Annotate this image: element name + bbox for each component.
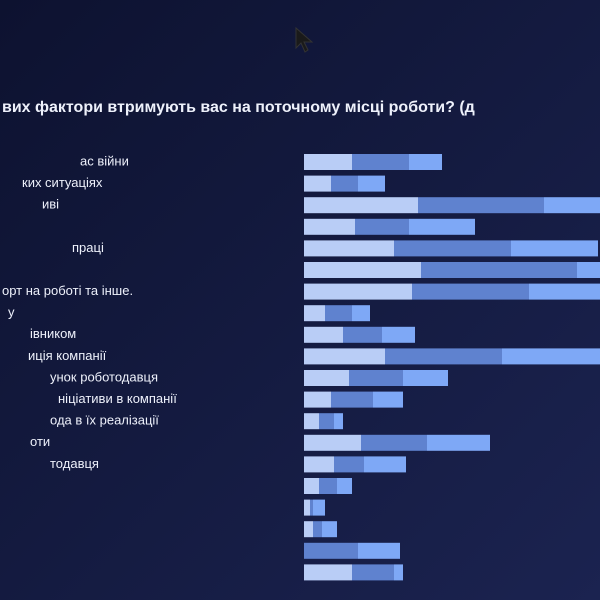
bar-segment [313,499,325,516]
bar-segment [412,283,529,300]
bar-segment [304,175,331,192]
bar-segment [529,283,600,300]
bar-segment [304,521,313,538]
bar-segment [577,262,600,278]
bar-segment [304,434,361,451]
bar-segment [325,305,352,322]
bar-segment [304,456,334,473]
bar-segment [304,348,385,365]
category-label: тодавця [50,456,99,471]
chart-title: вих фактори втримують вас на поточному м… [2,99,475,116]
bar-segment [304,283,412,300]
bar-segment [304,218,355,235]
bar-segment [331,391,373,408]
bar-segment [352,154,409,170]
bar-segment [355,218,409,235]
bar-segment [304,197,418,214]
bar-segment [394,240,511,257]
bar-segment [322,521,337,538]
bar-segment [304,391,331,408]
bar-segment [304,499,310,516]
bar-segment [304,564,352,581]
bar-segment [352,305,370,322]
category-label: ода в їх реалізації [50,413,159,428]
bar-segment [304,305,325,322]
bar-segment [385,348,502,365]
category-label: праці [72,240,104,255]
bar-segment [544,197,600,214]
bar-segment [319,478,337,494]
bar-segment [382,326,415,343]
category-label: орт на роботі та інше. [2,283,133,298]
bar-segment [304,413,319,430]
bar-segment [304,542,358,559]
bar-segment [409,218,475,235]
bar-segment [331,175,358,192]
bar-segment [373,391,403,408]
category-label: івником [30,326,76,341]
bar-segment [358,542,400,559]
bar-segment [352,564,394,581]
category-label: ких ситуаціях [22,175,103,190]
bar-segment [310,499,313,516]
bar-segment [364,456,406,473]
bar-segment [334,456,364,473]
bar-segment [511,240,598,257]
bar-segment [319,413,334,430]
bar-segment [361,434,427,451]
category-label: у [8,305,15,320]
bar-segment [313,521,322,538]
bar-segment [421,262,577,278]
bar-segment [343,326,382,343]
category-label: ніціативи в компанії [58,391,177,406]
bar-segment [403,370,448,386]
bar-segment [394,564,403,581]
bar-segment [349,370,403,386]
bar-segment [409,154,442,170]
bar-segment [304,262,421,278]
bar-segment [304,478,319,494]
bar-segment [337,478,352,494]
bar-segment [304,370,349,386]
category-label: унок роботодавця [50,369,158,384]
category-label: ас війни [80,153,129,168]
bar-segment [304,154,352,170]
bar-segment [502,348,600,365]
cursor [295,26,314,53]
bar-segment [334,413,343,430]
bar-segment [427,434,490,451]
bar-segment [304,240,394,257]
bar-segment [358,175,385,192]
category-label: оти [30,434,50,449]
category-label: иві [42,197,59,212]
bar-segment [304,326,343,343]
bar-segment [418,197,544,214]
category-label: иція компанії [28,348,107,363]
